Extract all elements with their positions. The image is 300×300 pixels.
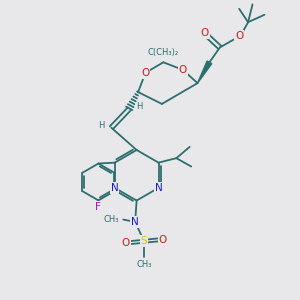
Text: O: O [158,235,166,245]
Text: O: O [235,31,243,40]
Text: N: N [154,183,162,193]
Text: H: H [98,121,105,130]
Text: O: O [201,28,209,38]
Text: O: O [141,68,150,78]
Text: O: O [178,65,187,75]
Text: CH₃: CH₃ [103,215,119,224]
Text: N: N [131,217,139,227]
Text: O: O [122,238,130,248]
Polygon shape [198,61,212,83]
Text: CH₃: CH₃ [136,260,152,269]
Text: S: S [141,236,147,246]
Text: H: H [136,102,142,111]
Text: C(CH₃)₂: C(CH₃)₂ [148,48,179,57]
Text: F: F [95,202,101,212]
Text: N: N [111,183,118,193]
